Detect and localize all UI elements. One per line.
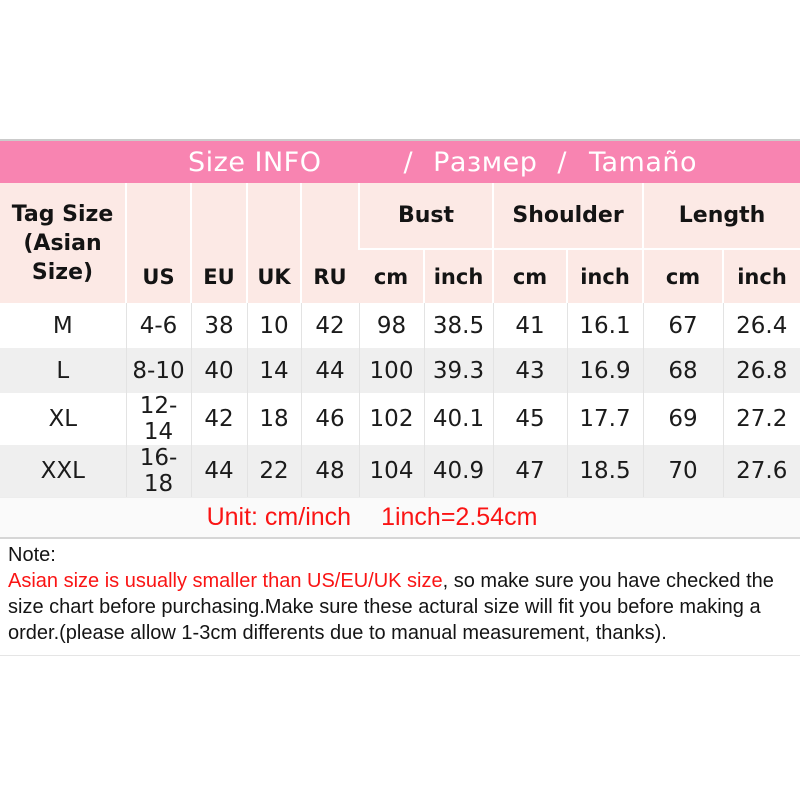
cell-bust-inch: 40.1 bbox=[423, 393, 494, 445]
bust-cm-header: cm bbox=[359, 249, 424, 303]
note-label: Note: bbox=[8, 544, 56, 566]
cell-bust-cm: 102 bbox=[358, 393, 424, 445]
cell-shoulder-inch: 16.1 bbox=[566, 303, 644, 348]
cell-eu: 42 bbox=[190, 393, 247, 445]
note-rest: , so make sure you have checked the size… bbox=[8, 570, 774, 644]
us-column-header: US bbox=[125, 183, 191, 303]
tag-size-header-line-3: Size) bbox=[31, 259, 94, 285]
unit-note-bar: Unit: cm/inch 1inch=2.54cm bbox=[0, 497, 800, 539]
top-divider bbox=[0, 139, 800, 141]
bust-group-header: Bust bbox=[357, 183, 494, 250]
cell-uk: 22 bbox=[246, 445, 301, 497]
title-tamano: Tamaño bbox=[588, 146, 698, 178]
cell-bust-cm: 104 bbox=[358, 445, 424, 497]
cell-length-inch: 27.6 bbox=[722, 445, 800, 497]
cell-bust-cm: 100 bbox=[358, 348, 424, 393]
title-slash-2: / bbox=[557, 146, 567, 178]
size-table-header: Tag Size (Asian Size) US EU UK RU Bust S… bbox=[0, 183, 800, 303]
cell-bust-inch: 39.3 bbox=[423, 348, 494, 393]
cell-shoulder-cm: 41 bbox=[492, 303, 568, 348]
unit-conversion-text: 1inch=2.54cm bbox=[381, 503, 538, 531]
cell-length-inch: 26.4 bbox=[722, 303, 800, 348]
note-block: Note: Asian size is usually smaller than… bbox=[0, 539, 800, 656]
length-group-header: Length bbox=[642, 183, 800, 250]
bust-inch-header: inch bbox=[422, 249, 494, 303]
cell-shoulder-cm: 45 bbox=[492, 393, 568, 445]
cell-uk: 14 bbox=[246, 348, 301, 393]
cell-length-cm: 70 bbox=[642, 445, 724, 497]
title-bar: Size INFO / Размер / Tamaño bbox=[0, 141, 800, 183]
cell-ru: 48 bbox=[300, 445, 359, 497]
cell-tag: XL bbox=[48, 406, 78, 432]
length-cm-header: cm bbox=[642, 249, 724, 303]
cell-bust-inch: 40.9 bbox=[423, 445, 494, 497]
cell-uk: 10 bbox=[246, 303, 301, 348]
ru-column-header: RU bbox=[300, 183, 359, 303]
cell-us: 8-10 bbox=[125, 348, 191, 393]
cell-eu: 38 bbox=[190, 303, 247, 348]
cell-bust-cm: 98 bbox=[358, 303, 424, 348]
cell-ru: 42 bbox=[300, 303, 359, 348]
shoulder-cm-header: cm bbox=[492, 249, 568, 303]
cell-us: 16-18 bbox=[125, 445, 191, 497]
cell-shoulder-inch: 18.5 bbox=[566, 445, 644, 497]
cell-length-cm: 68 bbox=[642, 348, 724, 393]
table-row-xxl: XXL 16-18 44 22 48 104 40.9 47 18.5 70 2… bbox=[0, 445, 800, 497]
cell-length-cm: 69 bbox=[642, 393, 724, 445]
cell-shoulder-inch: 16.9 bbox=[566, 348, 644, 393]
top-whitespace bbox=[0, 0, 800, 139]
cell-tag: XXL bbox=[40, 458, 85, 484]
shoulder-group-header: Shoulder bbox=[492, 183, 644, 250]
tag-size-header: Tag Size (Asian Size) bbox=[0, 183, 126, 303]
cell-shoulder-cm: 47 bbox=[492, 445, 568, 497]
cell-ru: 44 bbox=[300, 348, 359, 393]
table-row-xl: XL 12-14 42 18 46 102 40.1 45 17.7 69 27… bbox=[0, 393, 800, 445]
shoulder-inch-header: inch bbox=[566, 249, 644, 303]
cell-ru: 46 bbox=[300, 393, 359, 445]
cell-uk: 18 bbox=[246, 393, 301, 445]
cell-tag: M bbox=[52, 312, 73, 339]
cell-us: 4-6 bbox=[125, 303, 191, 348]
length-inch-header: inch bbox=[722, 249, 800, 303]
cell-shoulder-cm: 43 bbox=[492, 348, 568, 393]
cell-eu: 44 bbox=[190, 445, 247, 497]
cell-length-inch: 27.2 bbox=[722, 393, 800, 445]
title-slash-1: / bbox=[403, 146, 414, 178]
header-group-row: Tag Size (Asian Size) US EU UK RU Bust S… bbox=[0, 183, 800, 303]
title-size-info: Size INFO bbox=[188, 146, 322, 178]
size-table-body: M 4-6 38 10 42 98 38.5 41 16.1 67 26.4 L… bbox=[0, 303, 800, 497]
size-table: Tag Size (Asian Size) US EU UK RU Bust S… bbox=[0, 183, 800, 497]
tag-size-header-line-2: (Asian bbox=[23, 230, 102, 256]
cell-length-inch: 26.8 bbox=[722, 348, 800, 393]
cell-length-cm: 67 bbox=[642, 303, 724, 348]
eu-column-header: EU bbox=[190, 183, 247, 303]
title-razmer: Размер bbox=[433, 146, 538, 178]
cell-tag: L bbox=[56, 357, 70, 384]
note-highlight: Asian size is usually smaller than US/EU… bbox=[8, 570, 443, 592]
note-text: Asian size is usually smaller than US/EU… bbox=[8, 568, 792, 646]
table-row-l: L 8-10 40 14 44 100 39.3 43 16.9 68 26.8 bbox=[0, 348, 800, 393]
unit-note-text: Unit: cm/inch bbox=[206, 503, 352, 531]
cell-us: 12-14 bbox=[125, 393, 191, 445]
table-row-m: M 4-6 38 10 42 98 38.5 41 16.1 67 26.4 bbox=[0, 303, 800, 348]
tag-size-header-line-1: Tag Size bbox=[11, 201, 114, 227]
header-unit-row: cm inch cm inch cm inch bbox=[0, 249, 800, 303]
uk-column-header: UK bbox=[246, 183, 301, 303]
cell-bust-inch: 38.5 bbox=[423, 303, 494, 348]
cell-shoulder-inch: 17.7 bbox=[566, 393, 644, 445]
cell-eu: 40 bbox=[190, 348, 247, 393]
